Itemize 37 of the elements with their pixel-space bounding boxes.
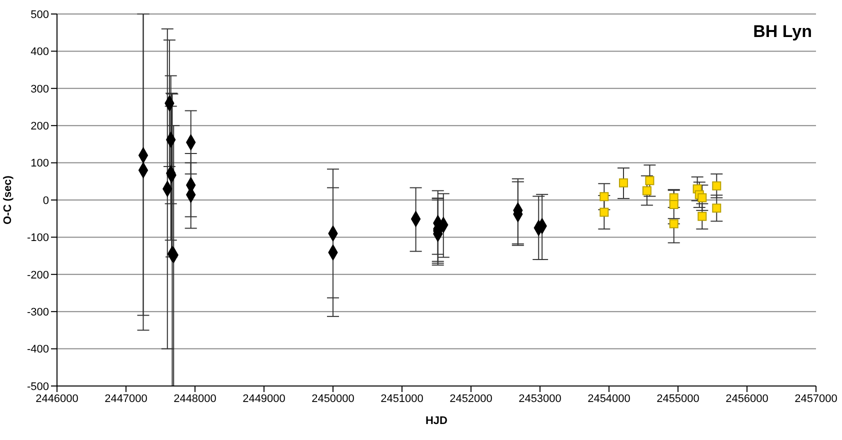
y-axis-title: O-C (sec) [2, 175, 14, 224]
x-tick-label: 2447000 [104, 392, 148, 405]
y-tick-label: 100 [30, 158, 49, 170]
point [600, 208, 609, 217]
x-tick-label: 2457000 [794, 392, 838, 405]
point [712, 181, 722, 190]
x-axis-title: HJD [425, 415, 448, 427]
point [698, 193, 707, 202]
x-tick-label: 2450000 [312, 392, 354, 405]
x-tick-label: 2453000 [518, 392, 562, 405]
x-tick-label: 2456000 [726, 392, 768, 405]
point [698, 212, 707, 221]
point [669, 200, 678, 209]
y-tick-label: 500 [30, 8, 49, 21]
y-tick-label: -200 [26, 269, 49, 282]
x-tick-label: 2454000 [588, 392, 630, 405]
point [600, 192, 609, 202]
x-tick-label: 2448000 [174, 392, 216, 405]
y-tick-label: 300 [30, 83, 49, 96]
text: BH Lyn [753, 22, 812, 42]
x-tick-label: 2455000 [656, 392, 700, 405]
y-tick-label: -300 [26, 306, 49, 319]
x-tick-label: 2452000 [450, 392, 492, 405]
y-tick-label: 0 [42, 194, 49, 207]
point [669, 219, 678, 228]
point [645, 176, 654, 186]
point [712, 204, 722, 213]
y-tick-label: -500 [26, 380, 49, 393]
point [618, 178, 628, 188]
x-tick-label: 2451000 [380, 392, 424, 405]
y-tick-label: -100 [26, 232, 49, 244]
x-tick-label: 2449000 [242, 392, 286, 405]
y-tick-label: 400 [30, 46, 49, 58]
y-tick-label: 200 [30, 120, 49, 133]
point [642, 186, 652, 196]
x-tick-label: 2446000 [36, 392, 78, 405]
y-tick-label: -400 [26, 344, 49, 356]
